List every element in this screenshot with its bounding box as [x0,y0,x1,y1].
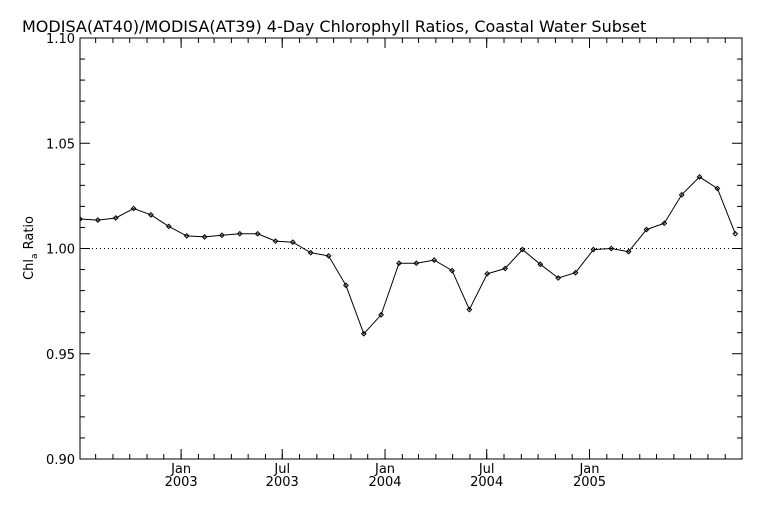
data-point [572,269,579,276]
data-point [272,238,279,245]
data-point [183,232,190,239]
x-tick-label-year: 2003 [266,475,299,490]
data-point [661,220,668,227]
data-point [502,265,509,272]
data-point [608,245,615,252]
data-point [236,230,243,237]
x-tick-label-month: Jul [478,462,495,477]
series-line [80,176,736,335]
y-axis-label-subscript: a [30,254,40,260]
data-point [678,191,685,198]
x-tick-label-month: Jan [374,462,395,477]
data-point [413,260,420,267]
data-point [378,311,385,318]
data-point [625,248,632,255]
y-axis-label-main: Chl [22,259,37,280]
data-point [643,226,650,233]
y-tick-label: 1.10 [46,32,75,47]
x-tick-label-year: 2004 [368,475,401,490]
data-point [484,270,491,277]
x-tick-label-month: Jul [273,462,290,477]
data-point [466,306,473,313]
plot-frame [79,37,743,460]
data-point [590,246,597,253]
data-point [449,267,455,274]
x-tick-label-year: 2004 [470,475,503,490]
data-point [696,174,703,180]
data-point [254,230,261,237]
data-point [112,215,119,221]
y-tick-label: 1.00 [46,243,75,258]
x-tick-label-year: 2005 [573,475,606,490]
data-point [396,260,402,267]
data-point [94,217,101,223]
y-tick-label: 0.95 [46,348,75,363]
data-point [555,275,562,281]
data-point [201,234,208,240]
data-point [307,249,314,256]
data-point [80,216,83,222]
data-point [360,330,367,337]
y-axis-label-suffix: Ratio [22,216,37,254]
data-point [537,261,544,268]
data-point [732,230,739,237]
data-point [714,185,721,192]
y-tick-label: 1.05 [46,137,75,152]
data-point [165,223,172,230]
chart-title: MODISA(AT40)/MODISA(AT39) 4-Day Chloroph… [22,17,646,36]
data-point [431,257,438,263]
data-point [519,246,526,253]
data-point [218,232,225,239]
data-point [148,211,154,218]
y-tick-label: 0.90 [46,453,75,468]
data-point [130,205,137,212]
x-tick-label-month: Jan [578,462,599,477]
data-point [325,252,332,259]
x-tick-label-month: Jan [170,462,191,477]
y-axis-label: Chla Ratio [22,216,40,280]
data-point [289,239,296,246]
x-tick-label-year: 2003 [165,475,198,490]
data-point [343,282,349,289]
